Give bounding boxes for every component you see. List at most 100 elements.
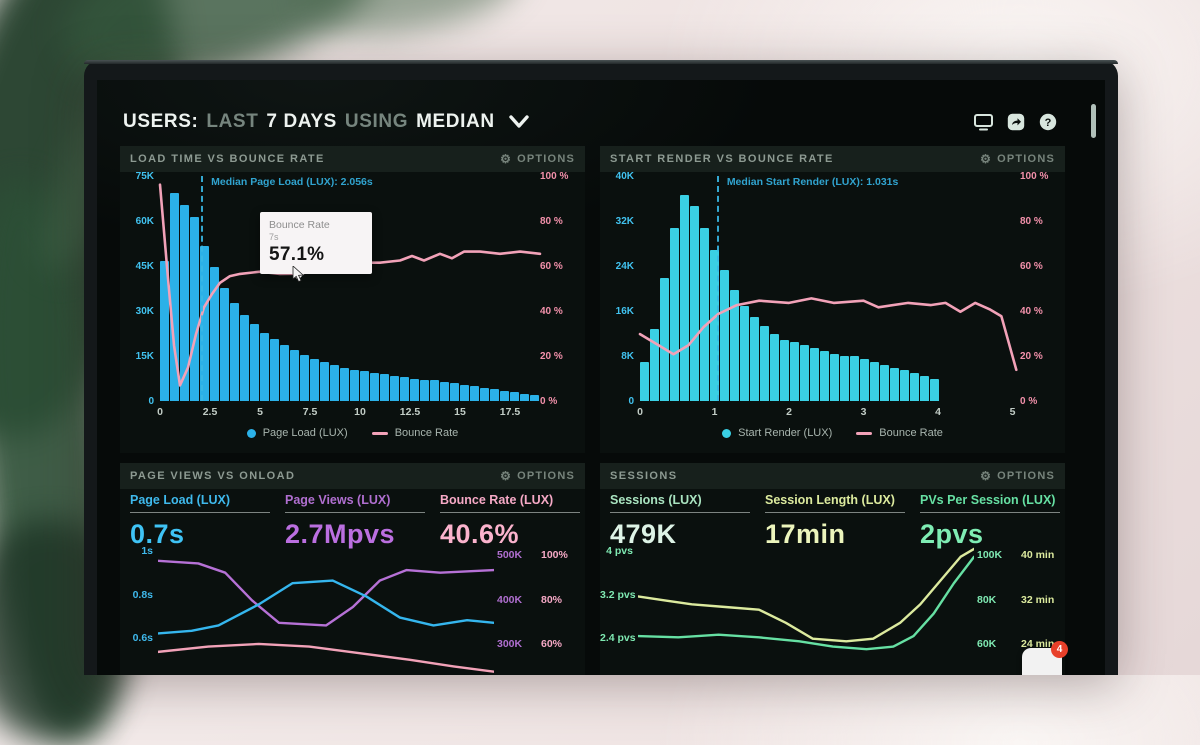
histogram-bar xyxy=(360,371,369,401)
histogram-bar xyxy=(890,367,899,401)
histogram-bar xyxy=(230,302,239,401)
notification-badge: 4 xyxy=(1051,641,1068,658)
histogram-bar xyxy=(830,353,839,401)
histogram-bar xyxy=(760,325,769,401)
options-button[interactable]: ⚙ OPTIONS xyxy=(500,469,575,483)
x-tick: 0 xyxy=(157,406,163,418)
legend-bounce-rate[interactable]: Bounce Rate xyxy=(371,427,458,439)
scrollbar-thumb[interactable] xyxy=(1091,104,1096,138)
series-bounce-rate-lux- xyxy=(158,644,494,672)
tooltip-value: 57.1% xyxy=(269,244,325,265)
legend-page-load[interactable]: Page Load (LUX) xyxy=(246,427,348,439)
series-session-length-lux- xyxy=(638,549,974,641)
legend-bounce-rate[interactable]: Bounce Rate xyxy=(856,427,943,439)
histogram-bar xyxy=(460,384,469,401)
metrics-row: Page Load (LUX) 0.7s Page Views (LUX) 2.… xyxy=(130,493,581,550)
options-button[interactable]: ⚙ OPTIONS xyxy=(980,469,1055,483)
histogram-bar xyxy=(450,383,459,401)
plant-leaf xyxy=(293,0,527,49)
panel-title: LOAD TIME VS BOUNCE RATE xyxy=(130,153,325,165)
histogram-bar xyxy=(380,374,389,401)
median-marker: Median Start Render (LUX): 1.031s xyxy=(716,176,898,401)
histogram-bar xyxy=(260,332,269,401)
title-users: USERS: xyxy=(123,111,199,132)
metric-rule xyxy=(130,512,270,513)
x-tick: 5 xyxy=(1009,406,1016,418)
title-median: MEDIAN xyxy=(416,111,495,132)
panel-title: START RENDER VS BOUNCE RATE xyxy=(610,153,834,165)
histogram-bar xyxy=(920,375,929,401)
line-series xyxy=(158,541,494,673)
histogram-bar xyxy=(190,216,199,401)
histogram-bar xyxy=(430,380,439,401)
gear-icon: ⚙ xyxy=(500,152,513,166)
histogram-bar xyxy=(810,348,819,401)
histogram-bar xyxy=(350,369,359,401)
options-button[interactable]: ⚙ OPTIONS xyxy=(500,152,575,166)
x-tick: 12.5 xyxy=(399,406,421,418)
x-tick: 5 xyxy=(257,406,263,418)
histogram-bar xyxy=(710,250,719,401)
histogram-bar xyxy=(860,359,869,401)
chart-tooltip: Bounce Rate 7s 57.1% xyxy=(260,212,372,280)
histogram-plot: Median Start Render (LUX): 1.031s xyxy=(638,176,1020,401)
start-render-histogram xyxy=(640,178,1020,401)
x-tick: 1 xyxy=(711,406,718,418)
series-pvs-per-session-lux- xyxy=(638,557,974,649)
page-title: USERS: LAST 7 DAYS USING MEDIAN xyxy=(123,111,529,133)
y-axis-left: 75K 60K 45K 30K 15K 0 xyxy=(135,171,154,407)
histogram-bar xyxy=(310,359,319,401)
histogram-bar xyxy=(200,246,209,401)
histogram-bar xyxy=(780,339,789,401)
y-axis-left: 40K 32K 24K 16K 8K 0 xyxy=(615,171,634,407)
panel-title: PAGE VIEWS VS ONLOAD xyxy=(130,470,296,482)
chat-widget-button[interactable]: 4 xyxy=(1022,641,1068,675)
histogram-bar xyxy=(220,288,229,401)
histogram-bar xyxy=(280,344,289,401)
histogram-bar xyxy=(670,228,679,401)
histogram-bar xyxy=(270,338,279,401)
metric-rule xyxy=(765,512,905,513)
histogram-bar xyxy=(690,205,699,401)
tooltip-title: Bounce Rate xyxy=(269,219,330,231)
histogram-bar xyxy=(240,314,249,401)
panel-start-render-vs-bounce-rate: START RENDER VS BOUNCE RATE ⚙ OPTIONS 40K… xyxy=(600,146,1065,453)
legend-start-render[interactable]: Start Render (LUX) xyxy=(722,427,832,439)
median-label: Median Page Load (LUX): 2.056s xyxy=(211,176,373,188)
title-7days: 7 DAYS xyxy=(266,111,337,132)
metric-sessions: Sessions (LUX) 479K xyxy=(610,493,765,550)
x-tick: 17.5 xyxy=(499,406,521,418)
histogram-bar xyxy=(490,389,499,401)
x-tick: 10 xyxy=(354,406,366,418)
histogram-bar xyxy=(840,356,849,401)
chevron-down-icon[interactable] xyxy=(508,115,529,129)
gear-icon: ⚙ xyxy=(980,152,993,166)
help-icon[interactable]: ? xyxy=(1038,113,1057,132)
histogram-bar xyxy=(930,378,939,401)
metric-rule xyxy=(610,512,750,513)
display-icon[interactable] xyxy=(974,113,993,132)
title-last: LAST xyxy=(206,111,259,132)
histogram-bar xyxy=(160,261,169,401)
median-marker: Median Page Load (LUX): 2.056s xyxy=(201,176,373,401)
metric-rule xyxy=(285,512,425,513)
histogram-bar xyxy=(660,278,669,401)
histogram-bar xyxy=(320,362,329,401)
chart-legend: Start Render (LUX) Bounce Rate xyxy=(600,427,1065,439)
y-axis-right: 100 % 80 % 60 % 40 % 20 % 0 % xyxy=(1020,171,1049,407)
share-icon[interactable] xyxy=(1006,113,1025,132)
options-button[interactable]: ⚙ OPTIONS xyxy=(980,152,1055,166)
histogram-bar xyxy=(790,342,799,401)
histogram-bar xyxy=(700,228,709,401)
histogram-bar xyxy=(850,356,859,401)
histogram-bar xyxy=(640,361,649,401)
metric-rule xyxy=(920,512,1060,513)
histogram-bar xyxy=(180,204,189,401)
x-axis: 0 2.5 5 7.5 10 12.5 15 17.5 xyxy=(157,406,540,420)
line-series xyxy=(638,541,974,673)
panel-load-time-vs-bounce-rate: LOAD TIME VS BOUNCE RATE ⚙ OPTIONS 75K 60K… xyxy=(120,146,585,453)
histogram-bar xyxy=(730,289,739,401)
histogram-bar xyxy=(820,350,829,401)
median-label: Median Start Render (LUX): 1.031s xyxy=(726,176,899,188)
mini-line-chart: 1s 0.8s 0.6s 500K 100% 400K 80% 300K 60% xyxy=(120,541,585,673)
